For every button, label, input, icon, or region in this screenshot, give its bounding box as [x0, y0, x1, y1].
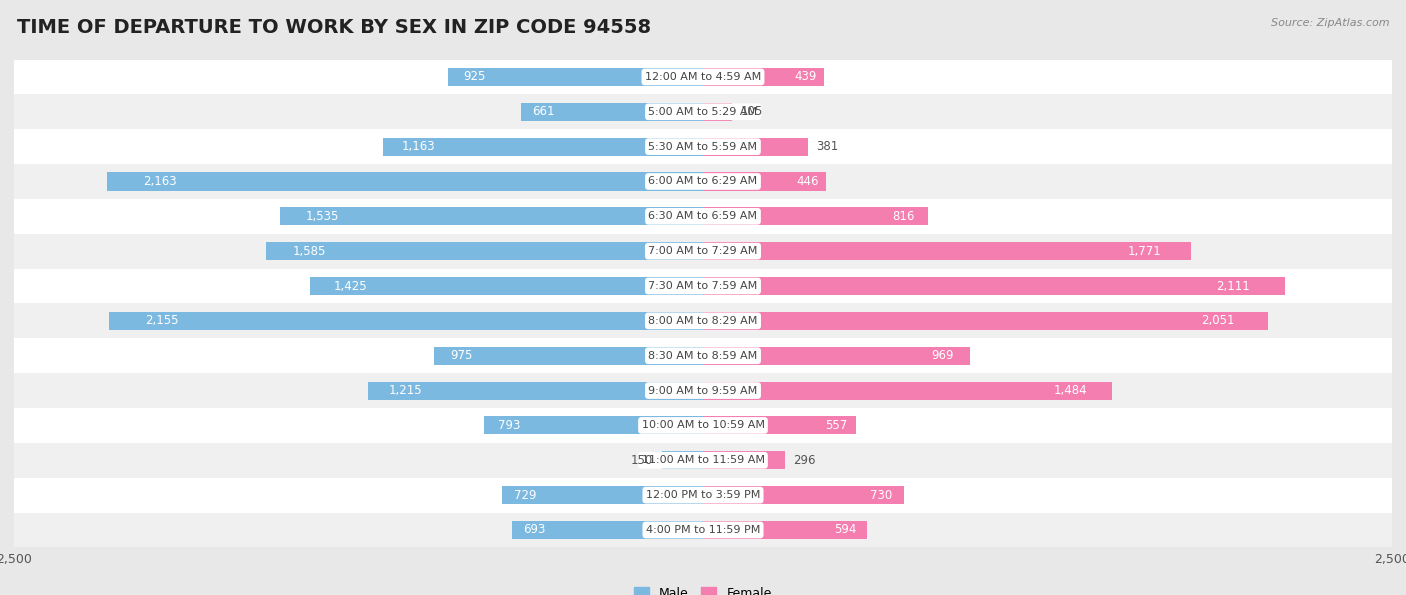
Text: 5:30 AM to 5:59 AM: 5:30 AM to 5:59 AM	[648, 142, 758, 152]
Bar	[703, 381, 1112, 400]
Text: 439: 439	[794, 70, 817, 83]
Text: 6:30 AM to 6:59 AM: 6:30 AM to 6:59 AM	[648, 211, 758, 221]
Bar	[703, 173, 825, 190]
Legend: Male, Female: Male, Female	[630, 581, 776, 595]
Bar	[14, 443, 1392, 478]
Text: 925: 925	[464, 70, 485, 83]
Bar	[502, 486, 703, 504]
Text: 557: 557	[825, 419, 848, 432]
Bar	[368, 381, 703, 400]
Bar	[703, 451, 785, 469]
Text: 1,163: 1,163	[402, 140, 436, 153]
Bar	[703, 277, 1285, 295]
Bar	[703, 68, 824, 86]
Text: 793: 793	[498, 419, 520, 432]
Bar	[485, 416, 703, 434]
Bar	[266, 242, 703, 260]
Text: 5:00 AM to 5:29 AM: 5:00 AM to 5:29 AM	[648, 107, 758, 117]
Bar	[14, 373, 1392, 408]
Bar	[382, 137, 703, 156]
Bar	[14, 478, 1392, 512]
Bar	[14, 303, 1392, 339]
Text: 7:30 AM to 7:59 AM: 7:30 AM to 7:59 AM	[648, 281, 758, 291]
Bar	[311, 277, 703, 295]
Bar	[14, 199, 1392, 234]
Bar	[14, 339, 1392, 373]
Bar	[703, 242, 1191, 260]
Text: 4:00 PM to 11:59 PM: 4:00 PM to 11:59 PM	[645, 525, 761, 535]
Text: 816: 816	[891, 210, 914, 223]
Bar	[14, 60, 1392, 95]
Text: 2,051: 2,051	[1201, 314, 1234, 327]
Bar	[703, 207, 928, 226]
Bar	[520, 103, 703, 121]
Text: 10:00 AM to 10:59 AM: 10:00 AM to 10:59 AM	[641, 421, 765, 430]
Bar	[703, 312, 1268, 330]
Text: 1,585: 1,585	[292, 245, 326, 258]
Text: 9:00 AM to 9:59 AM: 9:00 AM to 9:59 AM	[648, 386, 758, 396]
Bar	[14, 268, 1392, 303]
Text: 105: 105	[740, 105, 762, 118]
Text: 2,111: 2,111	[1216, 280, 1250, 293]
Bar	[14, 512, 1392, 547]
Text: 296: 296	[793, 454, 815, 466]
Bar	[14, 129, 1392, 164]
Text: 12:00 AM to 4:59 AM: 12:00 AM to 4:59 AM	[645, 72, 761, 82]
Text: 693: 693	[523, 524, 546, 537]
Bar	[703, 137, 808, 156]
Text: 730: 730	[870, 488, 891, 502]
Bar	[14, 95, 1392, 129]
Text: 1,771: 1,771	[1128, 245, 1161, 258]
Bar	[703, 521, 866, 539]
Text: 969: 969	[932, 349, 955, 362]
Bar	[107, 173, 703, 190]
Text: 11:00 AM to 11:59 AM: 11:00 AM to 11:59 AM	[641, 455, 765, 465]
Text: 1,535: 1,535	[305, 210, 339, 223]
Text: 1,215: 1,215	[388, 384, 422, 397]
Text: TIME OF DEPARTURE TO WORK BY SEX IN ZIP CODE 94558: TIME OF DEPARTURE TO WORK BY SEX IN ZIP …	[17, 18, 651, 37]
Text: 446: 446	[796, 175, 818, 188]
Bar	[434, 347, 703, 365]
Text: 381: 381	[817, 140, 838, 153]
Text: 7:00 AM to 7:29 AM: 7:00 AM to 7:29 AM	[648, 246, 758, 256]
Text: 2,163: 2,163	[142, 175, 176, 188]
Bar	[449, 68, 703, 86]
Bar	[703, 486, 904, 504]
Text: 594: 594	[835, 524, 856, 537]
Bar	[14, 234, 1392, 268]
Bar	[662, 451, 703, 469]
Text: 975: 975	[450, 349, 472, 362]
Text: 1,425: 1,425	[333, 280, 367, 293]
Bar	[703, 416, 856, 434]
Bar	[280, 207, 703, 226]
Text: 8:00 AM to 8:29 AM: 8:00 AM to 8:29 AM	[648, 316, 758, 326]
Text: 1,484: 1,484	[1053, 384, 1087, 397]
Text: 6:00 AM to 6:29 AM: 6:00 AM to 6:29 AM	[648, 177, 758, 186]
Text: 2,155: 2,155	[145, 314, 179, 327]
Text: 729: 729	[515, 488, 537, 502]
Text: 661: 661	[531, 105, 554, 118]
Text: Source: ZipAtlas.com: Source: ZipAtlas.com	[1271, 18, 1389, 28]
Bar	[14, 408, 1392, 443]
Bar	[512, 521, 703, 539]
Bar	[14, 164, 1392, 199]
Text: 12:00 PM to 3:59 PM: 12:00 PM to 3:59 PM	[645, 490, 761, 500]
Bar	[110, 312, 703, 330]
Text: 150: 150	[631, 454, 654, 466]
Bar	[703, 347, 970, 365]
Bar	[703, 103, 733, 121]
Text: 8:30 AM to 8:59 AM: 8:30 AM to 8:59 AM	[648, 350, 758, 361]
